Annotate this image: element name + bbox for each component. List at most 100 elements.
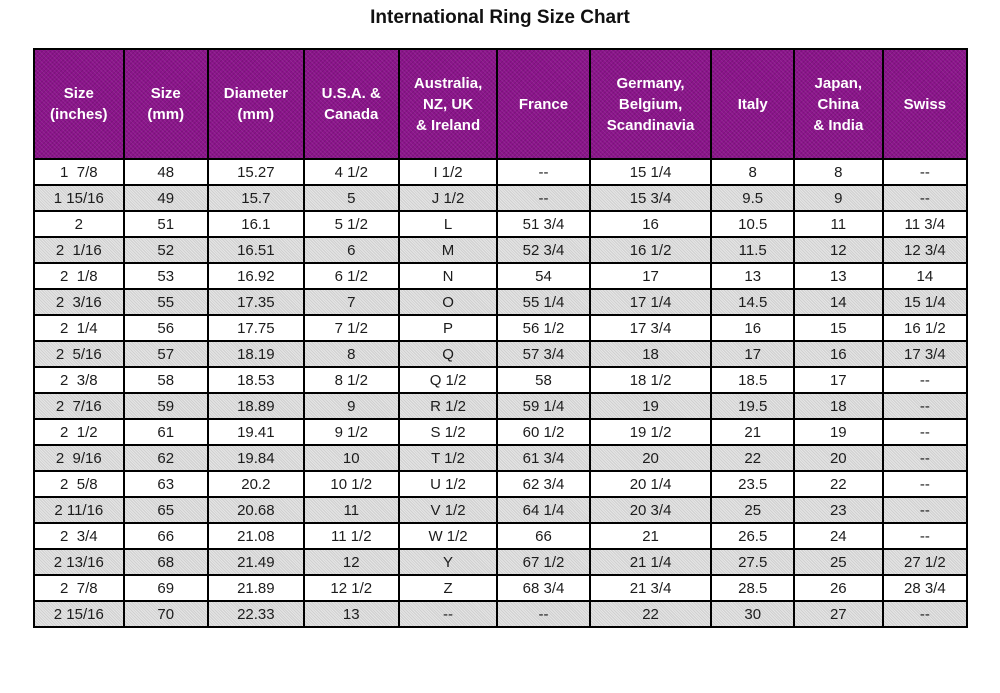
table-cell: -- bbox=[496, 184, 591, 212]
table-cell: V 1/2 bbox=[397, 496, 499, 524]
table-cell: 51 3/4 bbox=[496, 210, 591, 238]
column-header-8: Italy bbox=[710, 48, 795, 160]
table-cell: 60 1/2 bbox=[496, 418, 591, 446]
table-cell: 19 bbox=[588, 392, 713, 420]
table-cell: 25 bbox=[792, 548, 884, 576]
table-cell: 12 bbox=[792, 236, 884, 264]
table-row: 2 1/8 53 16.92 6 1/2 N 54 17 13 13 14 bbox=[33, 262, 969, 290]
table-row: 2 3/8 58 18.53 8 1/2 Q 1/2 58 18 1/2 18.5 17 -- bbox=[33, 366, 969, 394]
table-cell: 16.51 bbox=[206, 236, 305, 264]
table-cell: 21 1/4 bbox=[588, 548, 713, 576]
table-cell: 26 bbox=[792, 574, 884, 602]
table-row: 1 7/8 48 15.27 4 1/2 I 1/2 -- 15 1/4 8 8 -- bbox=[33, 158, 969, 186]
table-cell: 18.89 bbox=[206, 392, 305, 420]
table-cell: 22 bbox=[710, 444, 795, 472]
table-row: 2 1/2 61 19.41 9 1/2 S 1/2 60 1/2 19 1/2 21 19 -- bbox=[33, 418, 969, 446]
table-cell: 9 1/2 bbox=[302, 418, 400, 446]
table-cell: 8 bbox=[710, 158, 795, 186]
table-cell: 16 bbox=[588, 210, 713, 238]
table-cell: 15 3/4 bbox=[588, 184, 713, 212]
table-cell: L bbox=[397, 210, 499, 238]
table-cell: 9.5 bbox=[710, 184, 795, 212]
table-cell: 18.53 bbox=[206, 366, 305, 394]
table-cell: -- bbox=[881, 444, 969, 472]
table-cell: 21 bbox=[710, 418, 795, 446]
table-cell: 52 3/4 bbox=[496, 236, 591, 264]
table-cell: 10 bbox=[302, 444, 400, 472]
table-cell: 17.75 bbox=[206, 314, 305, 342]
table-cell: N bbox=[397, 262, 499, 290]
table-cell: 2 1/16 bbox=[33, 236, 125, 264]
table-cell: 58 bbox=[122, 366, 209, 394]
table-cell: 17 3/4 bbox=[881, 340, 969, 368]
table-cell: 16.1 bbox=[206, 210, 305, 238]
column-header-3: Diameter (mm) bbox=[206, 48, 305, 160]
table-cell: 17 bbox=[710, 340, 795, 368]
table-cell: -- bbox=[881, 392, 969, 420]
table-header-row: Size (inches) Size (mm) Diameter (mm) U.S.A… bbox=[33, 48, 969, 160]
table-cell: 62 3/4 bbox=[496, 470, 591, 498]
table-row: 2 1/16 52 16.51 6 M 52 3/4 16 1/2 11.5 12 12 3/4 bbox=[33, 236, 969, 264]
table-cell: 2 bbox=[33, 210, 125, 238]
table-cell: 15 1/4 bbox=[881, 288, 969, 316]
table-cell: 9 bbox=[792, 184, 884, 212]
table-cell: 20 3/4 bbox=[588, 496, 713, 524]
table-cell: -- bbox=[881, 418, 969, 446]
table-cell: 59 1/4 bbox=[496, 392, 591, 420]
table-cell: -- bbox=[881, 470, 969, 498]
table-cell: 20.2 bbox=[206, 470, 305, 498]
table-cell: 67 1/2 bbox=[496, 548, 591, 576]
table-cell: 2 5/16 bbox=[33, 340, 125, 368]
table-cell: 28 3/4 bbox=[881, 574, 969, 602]
table-cell: 17 bbox=[588, 262, 713, 290]
table-cell: 6 1/2 bbox=[302, 262, 400, 290]
table-cell: J 1/2 bbox=[397, 184, 499, 212]
table-cell: 53 bbox=[122, 262, 209, 290]
table-cell: -- bbox=[881, 522, 969, 550]
table-cell: 11 1/2 bbox=[302, 522, 400, 550]
table-cell: 52 bbox=[122, 236, 209, 264]
table-row: 2 11/16 65 20.68 11 V 1/2 64 1/4 20 3/4 25 23 -- bbox=[33, 496, 969, 524]
table-cell: 21 bbox=[588, 522, 713, 550]
table-cell: 62 bbox=[122, 444, 209, 472]
table-cell: 22.33 bbox=[206, 600, 305, 628]
table-cell: 55 bbox=[122, 288, 209, 316]
table-cell: 18 bbox=[588, 340, 713, 368]
table-cell: -- bbox=[881, 366, 969, 394]
table-row: 2 3/16 55 17.35 7 O 55 1/4 17 1/4 14.5 14 15 1/4 bbox=[33, 288, 969, 316]
table-cell: 16.92 bbox=[206, 262, 305, 290]
table-cell: 13 bbox=[302, 600, 400, 628]
table-cell: 55 1/4 bbox=[496, 288, 591, 316]
table-cell: 25 bbox=[710, 496, 795, 524]
table-cell: 5 bbox=[302, 184, 400, 212]
table-cell: 23 bbox=[792, 496, 884, 524]
table-cell: 12 1/2 bbox=[302, 574, 400, 602]
table-cell: 15.27 bbox=[206, 158, 305, 186]
table-cell: 20 1/4 bbox=[588, 470, 713, 498]
table-cell: 27 1/2 bbox=[881, 548, 969, 576]
table-cell: 66 bbox=[122, 522, 209, 550]
table-cell: 21.08 bbox=[206, 522, 305, 550]
table-cell: 20 bbox=[792, 444, 884, 472]
table-cell: -- bbox=[881, 600, 969, 628]
table-cell: 18.5 bbox=[710, 366, 795, 394]
table-cell: T 1/2 bbox=[397, 444, 499, 472]
table-cell: 2 3/4 bbox=[33, 522, 125, 550]
column-header-9: Japan, China & India bbox=[792, 48, 884, 160]
table-cell: 49 bbox=[122, 184, 209, 212]
table-row: 2 7/8 69 21.89 12 1/2 Z 68 3/4 21 3/4 28.5 26 28 … bbox=[33, 574, 969, 602]
table-cell: 57 bbox=[122, 340, 209, 368]
table-cell: 8 bbox=[792, 158, 884, 186]
table-cell: M bbox=[397, 236, 499, 264]
table-cell: 7 1/2 bbox=[302, 314, 400, 342]
table-cell: 2 9/16 bbox=[33, 444, 125, 472]
table-cell: 56 bbox=[122, 314, 209, 342]
column-header-7: Germany, Belgium, Scandinavia bbox=[588, 48, 713, 160]
table-cell: W 1/2 bbox=[397, 522, 499, 550]
table-row: 2 13/16 68 21.49 12 Y 67 1/2 21 1/4 27.5 25 27 1/… bbox=[33, 548, 969, 576]
table-cell: 48 bbox=[122, 158, 209, 186]
table-body: 1 7/8 48 15.27 4 1/2 I 1/2 -- 15 1/4 8 8 -- 1 15/1… bbox=[33, 158, 969, 628]
table-cell: -- bbox=[496, 158, 591, 186]
table-cell: 2 3/16 bbox=[33, 288, 125, 316]
table-cell: 26.5 bbox=[710, 522, 795, 550]
